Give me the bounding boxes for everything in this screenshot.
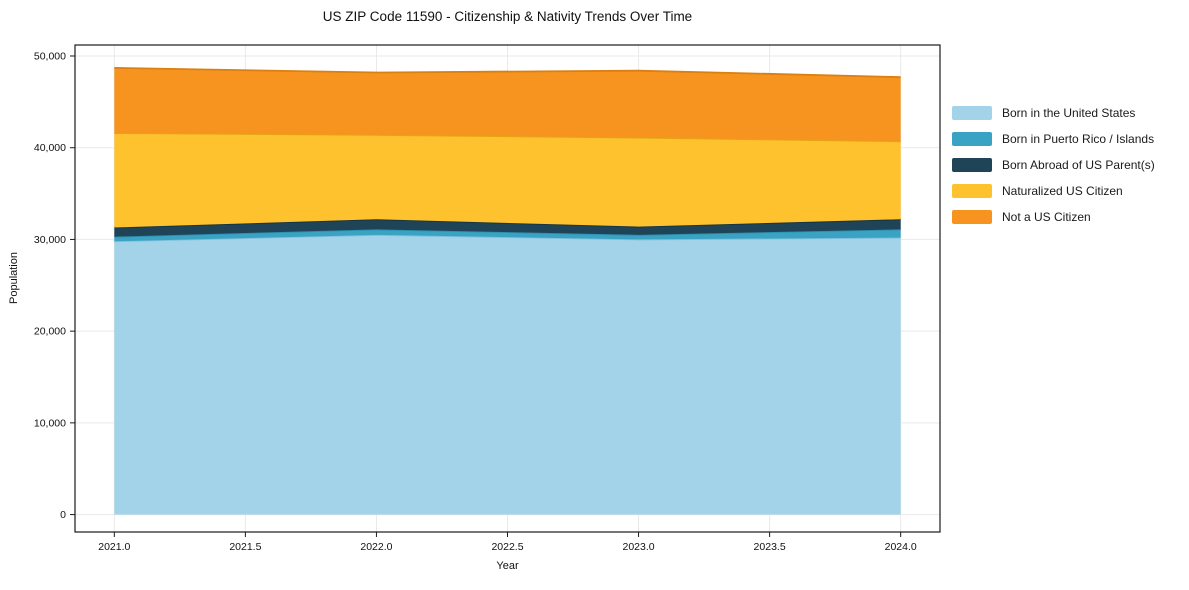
x-tick-label: 2022.5 xyxy=(491,541,523,553)
x-tick-label: 2021.0 xyxy=(98,541,130,553)
y-tick-label: 10,000 xyxy=(34,417,66,429)
area-not-a-us-citizen xyxy=(114,67,901,142)
x-tick-label: 2024.0 xyxy=(885,541,917,553)
edge-not-a-us-citizen xyxy=(114,67,901,78)
legend-swatch-icon xyxy=(952,132,992,146)
legend-swatch-icon xyxy=(952,106,992,120)
y-tick-label: 20,000 xyxy=(34,326,66,338)
area-born-abroad-of-us-parent-s xyxy=(114,219,901,237)
legend-label: Born in the United States xyxy=(1002,106,1136,120)
area-naturalized-us-citizen xyxy=(114,133,901,228)
legend-label: Naturalized US Citizen xyxy=(1002,184,1123,198)
legend-item-born-in-the-united-states: Born in the United States xyxy=(952,106,1155,120)
x-tick-label: 2023.0 xyxy=(622,541,654,553)
x-tick-label: 2021.5 xyxy=(229,541,261,553)
area-born-in-puerto-rico-islands xyxy=(114,229,901,242)
y-tick-label: 40,000 xyxy=(34,142,66,154)
legend-item-naturalized-us-citizen: Naturalized US Citizen xyxy=(952,184,1155,198)
chart-title: US ZIP Code 11590 - Citizenship & Nativi… xyxy=(322,9,693,24)
area-born-in-the-united-states xyxy=(114,234,901,515)
legend-label: Not a US Citizen xyxy=(1002,210,1091,224)
legend-item-not-a-us-citizen: Not a US Citizen xyxy=(952,210,1155,224)
y-tick-label: 30,000 xyxy=(34,234,66,246)
x-tick-label: 2023.5 xyxy=(754,541,786,553)
legend-label: Born in Puerto Rico / Islands xyxy=(1002,132,1155,146)
legend-swatch-icon xyxy=(952,184,992,198)
legend-item-born-abroad-of-us-parent-s: Born Abroad of US Parent(s) xyxy=(952,158,1155,172)
legend-item-born-in-puerto-rico-islands: Born in Puerto Rico / Islands xyxy=(952,132,1155,146)
x-axis-label: Year xyxy=(496,560,519,572)
y-tick-label: 0 xyxy=(60,509,66,521)
legend-swatch-icon xyxy=(952,158,992,172)
legend: Born in the United States Born in Puerto … xyxy=(952,106,1155,224)
legend-label: Born Abroad of US Parent(s) xyxy=(1002,158,1155,172)
legend-swatch-icon xyxy=(952,210,992,224)
y-tick-label: 50,000 xyxy=(34,51,66,63)
x-tick-label: 2022.0 xyxy=(360,541,392,553)
